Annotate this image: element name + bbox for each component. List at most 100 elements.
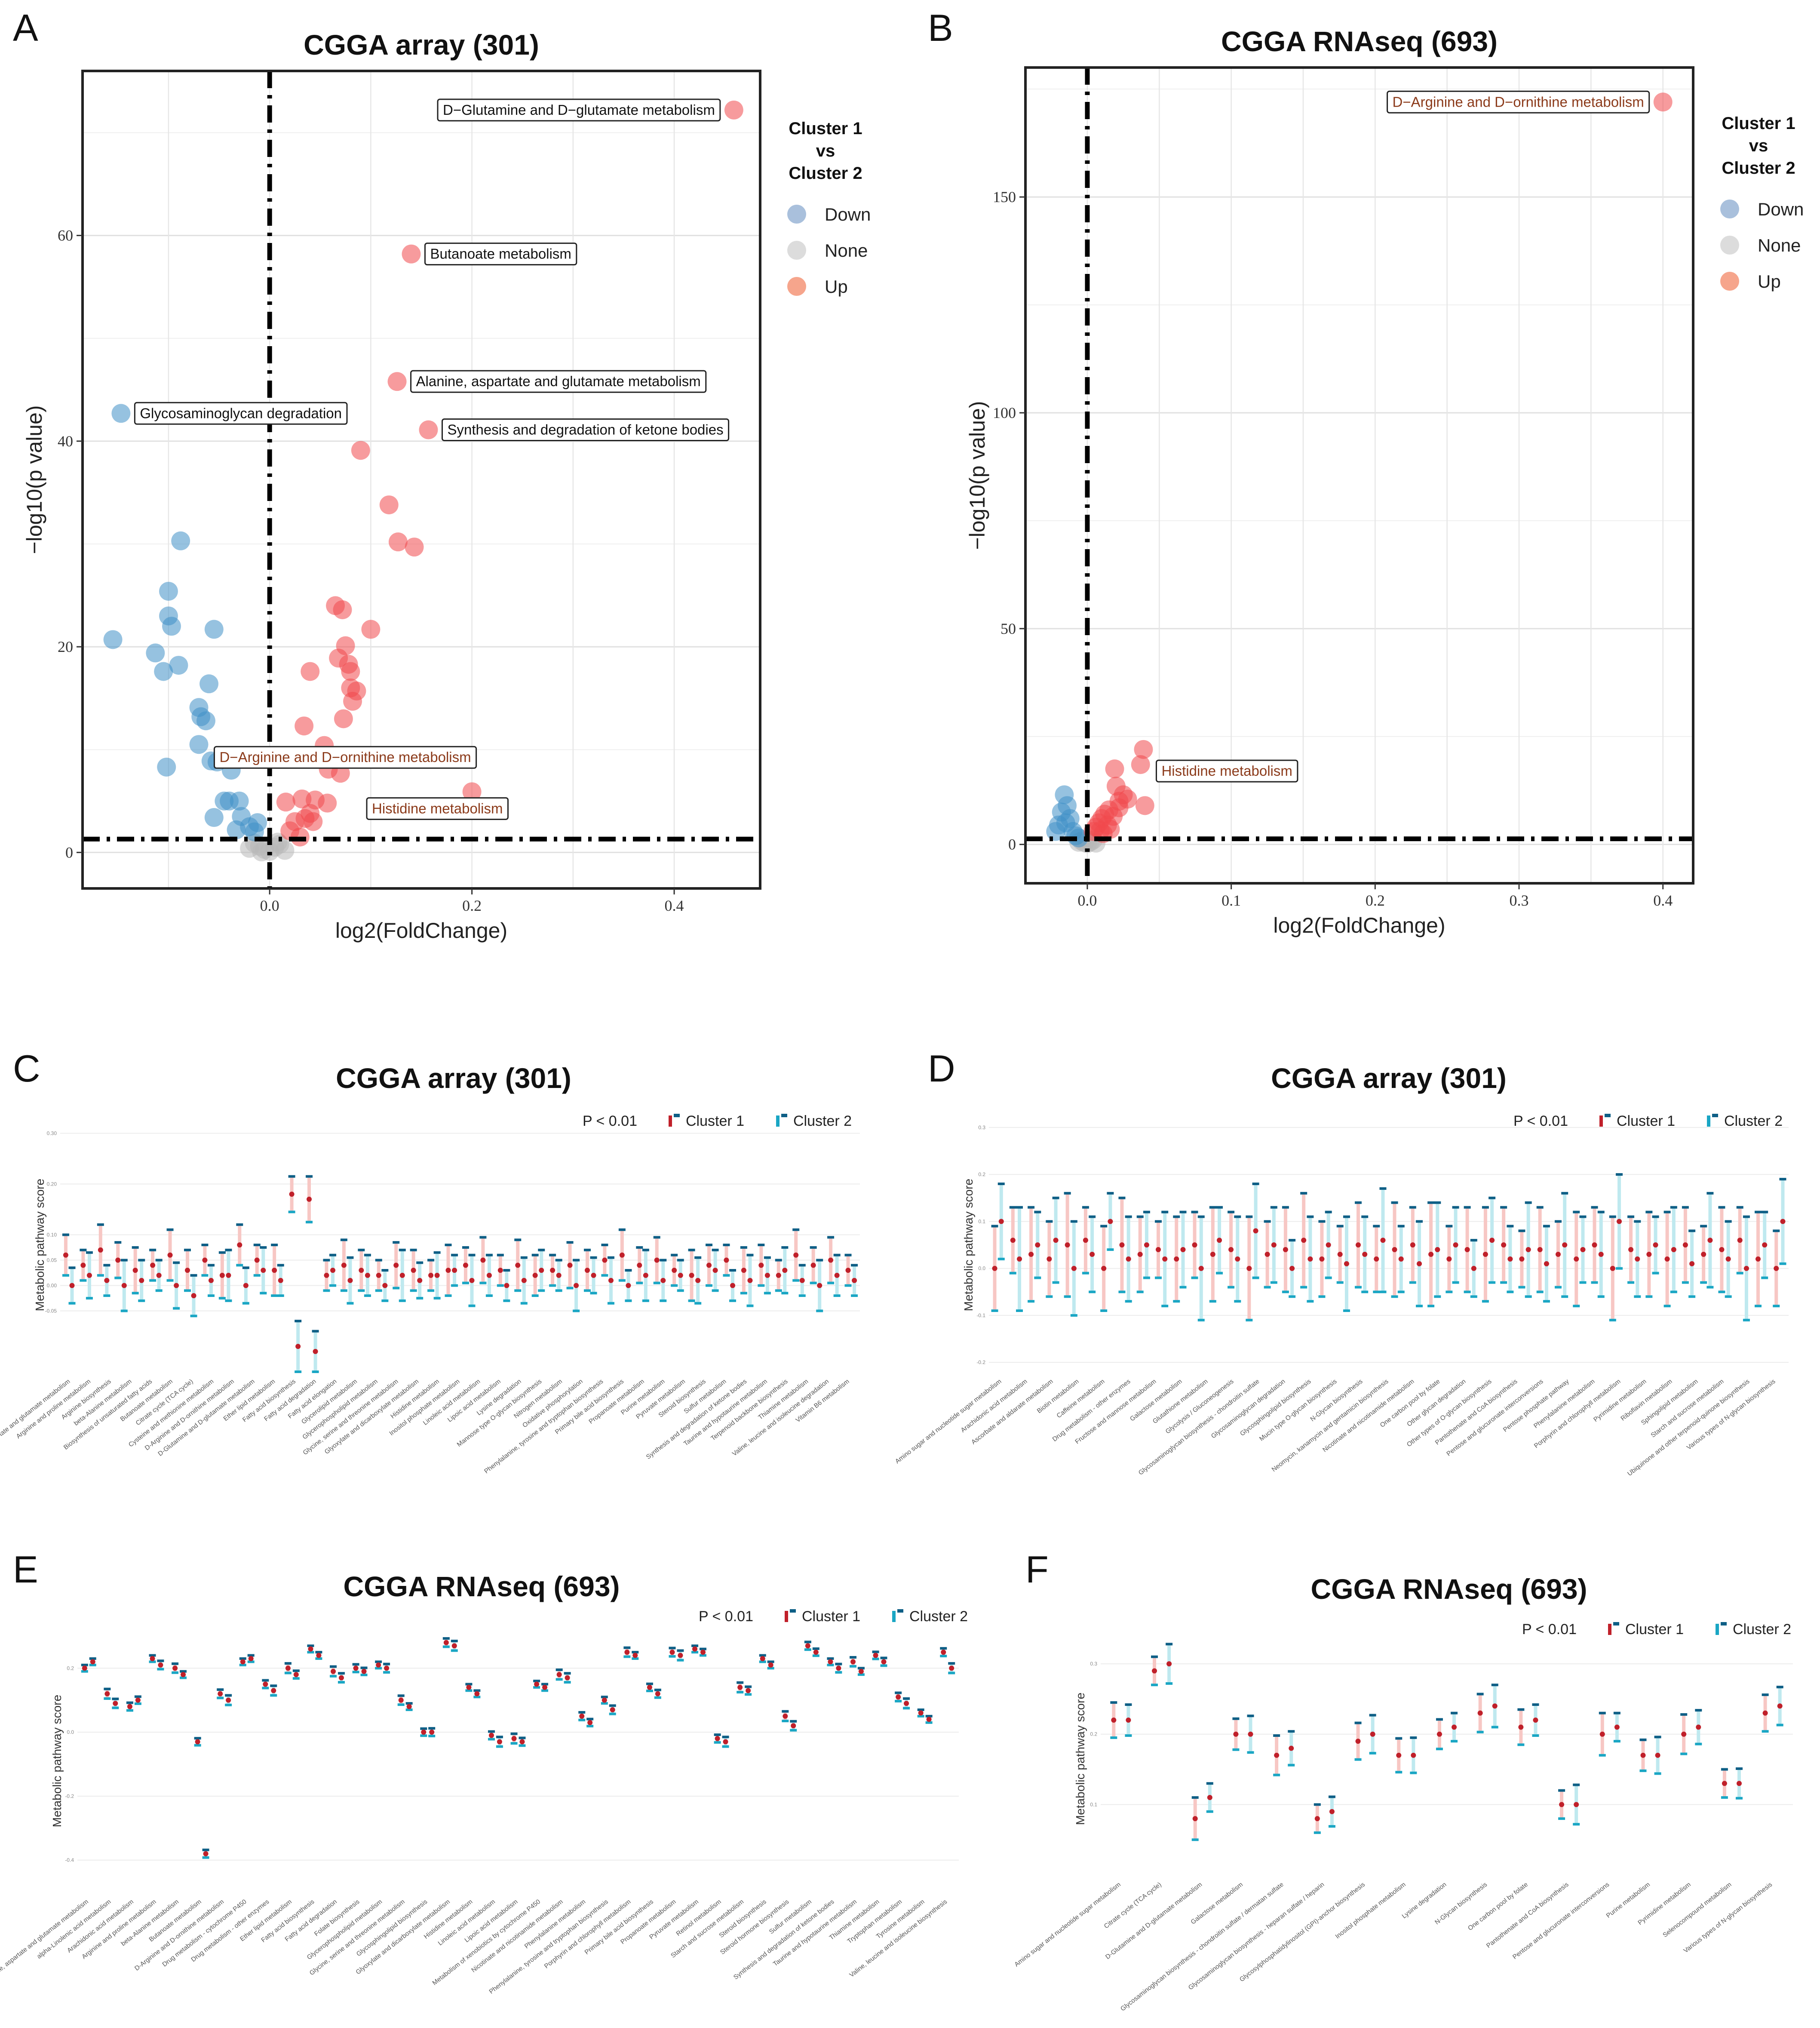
cluster1-cap <box>1354 1201 1362 1204</box>
cluster1-mean <box>783 1713 788 1719</box>
point-up <box>304 812 323 831</box>
cluster2-mean <box>1166 1661 1172 1667</box>
cluster1-cap <box>1482 1206 1489 1209</box>
cluster2-cap <box>1166 1643 1173 1646</box>
cluster1-cap <box>114 1276 122 1279</box>
cluster1-mean <box>918 1710 924 1716</box>
cluster2-mean <box>135 1697 141 1703</box>
cluster2-cap <box>519 1744 526 1747</box>
cluster1-mean <box>534 1681 540 1687</box>
cluster2-mean <box>338 1675 344 1681</box>
point-down <box>189 735 209 754</box>
cluster1-cap <box>352 1671 359 1674</box>
cluster1-cap <box>1536 1291 1544 1294</box>
cluster1-mean <box>272 1268 277 1273</box>
cluster2-cap <box>247 1654 255 1657</box>
cluster1-cap <box>1028 1300 1035 1303</box>
legend-title-line-1: Cluster 1 <box>1722 114 1795 133</box>
cluster2-mean <box>278 1278 283 1283</box>
cluster2-cap <box>173 1307 180 1310</box>
cluster2-cap <box>564 1681 571 1684</box>
cluster2-mean <box>1380 1238 1386 1243</box>
cluster1-cap <box>410 1289 417 1292</box>
cluster1-cap <box>80 1248 87 1251</box>
y-tick-label: 20 <box>58 638 73 655</box>
cluster2-cap <box>1410 1771 1417 1774</box>
cluster1-mean <box>584 1268 590 1273</box>
cluster1-cap <box>1136 1291 1144 1294</box>
y-tick-label: -0.4 <box>65 1857 74 1863</box>
cluster2-cap <box>157 1668 164 1671</box>
cluster2-mean <box>574 1283 579 1288</box>
cluster2-cap <box>1507 1225 1514 1228</box>
cluster1-cap <box>1282 1206 1289 1209</box>
cluster1-cap <box>284 1662 292 1665</box>
cluster1-mean <box>760 1656 765 1661</box>
cluster2-mean <box>158 1662 163 1668</box>
cluster1-cap <box>184 1248 191 1251</box>
y-tick-label: 0.1 <box>978 1218 985 1224</box>
cluster2-mean <box>384 1665 390 1671</box>
cluster1-mean <box>488 1733 494 1738</box>
cluster1-cap <box>1391 1201 1398 1204</box>
cluster1-cap <box>653 1236 660 1239</box>
cluster1-cap <box>737 1681 744 1684</box>
cluster1-cap <box>1318 1220 1326 1223</box>
cluster2-cap <box>590 1256 597 1259</box>
annotation-box <box>1387 90 1650 114</box>
cluster2-mean <box>678 1272 683 1278</box>
cluster1-cap <box>397 1694 405 1697</box>
panel-letter-b: B <box>928 6 953 49</box>
cluster2-cap <box>1166 1682 1173 1685</box>
cluster1-cap <box>1173 1215 1180 1218</box>
cluster1-cap <box>601 1702 608 1705</box>
cluster1-cap <box>149 1248 157 1251</box>
annotation-label: D−Arginine and D−ornithine metabolism <box>1393 94 1644 110</box>
cluster1-mean <box>1640 1752 1646 1758</box>
legend-none-label: None <box>825 240 868 261</box>
cluster2-cap <box>1289 1295 1296 1298</box>
cluster1-mean <box>1010 1238 1016 1243</box>
cluster2-cap <box>68 1302 76 1305</box>
cluster1-cap <box>462 1246 469 1249</box>
x-category-label: Selenocompound metabolism <box>1661 1881 1733 1939</box>
cluster2-swatch <box>1707 1115 1710 1127</box>
cluster2-mean <box>434 1272 440 1278</box>
cluster2-mean <box>474 1691 480 1696</box>
p-value-legend: P < 0.01 <box>583 1113 637 1129</box>
cluster2-cap <box>1107 1192 1114 1195</box>
cluster1-cap <box>239 1657 246 1660</box>
cluster2-cap <box>1561 1192 1568 1195</box>
cluster2-mean <box>768 1662 773 1668</box>
cluster2-mean <box>1762 1242 1768 1248</box>
x-category-label: Various types of N-glycan biosynthesis <box>1682 1881 1774 1954</box>
cluster1-cap <box>1558 1817 1565 1820</box>
cluster1-cap <box>375 1667 382 1670</box>
cluster2-cap <box>1070 1220 1077 1223</box>
cluster1-mean <box>480 1257 486 1263</box>
x-tick-label: 0.2 <box>462 897 482 914</box>
cluster2-cap <box>451 1649 458 1652</box>
cluster1-mean <box>828 1257 834 1263</box>
cluster2-mean <box>208 1278 214 1283</box>
cluster2-cap <box>642 1248 649 1251</box>
cluster1-cap <box>566 1241 574 1244</box>
cluster1-cap <box>217 1688 224 1691</box>
cluster1-mean <box>240 1659 246 1665</box>
cluster2-cap <box>1289 1239 1296 1242</box>
cluster2-mean <box>497 1739 502 1745</box>
cluster2-cap <box>1652 1272 1659 1275</box>
cluster2-cap <box>451 1254 458 1257</box>
cluster2-cap <box>451 1284 458 1287</box>
cluster1-cap <box>1282 1291 1289 1294</box>
cluster2-cap <box>242 1266 249 1269</box>
cluster2-cap <box>260 1246 267 1249</box>
cluster1-cap <box>126 1701 133 1704</box>
cluster2-mean <box>626 1283 631 1288</box>
cluster1-mean <box>1152 1668 1157 1674</box>
cluster2-mean <box>1053 1238 1059 1243</box>
point-down <box>162 617 181 636</box>
cluster1-mean <box>443 1640 449 1645</box>
cluster2-cap <box>468 1304 476 1307</box>
cluster1-cap <box>1100 1309 1108 1312</box>
